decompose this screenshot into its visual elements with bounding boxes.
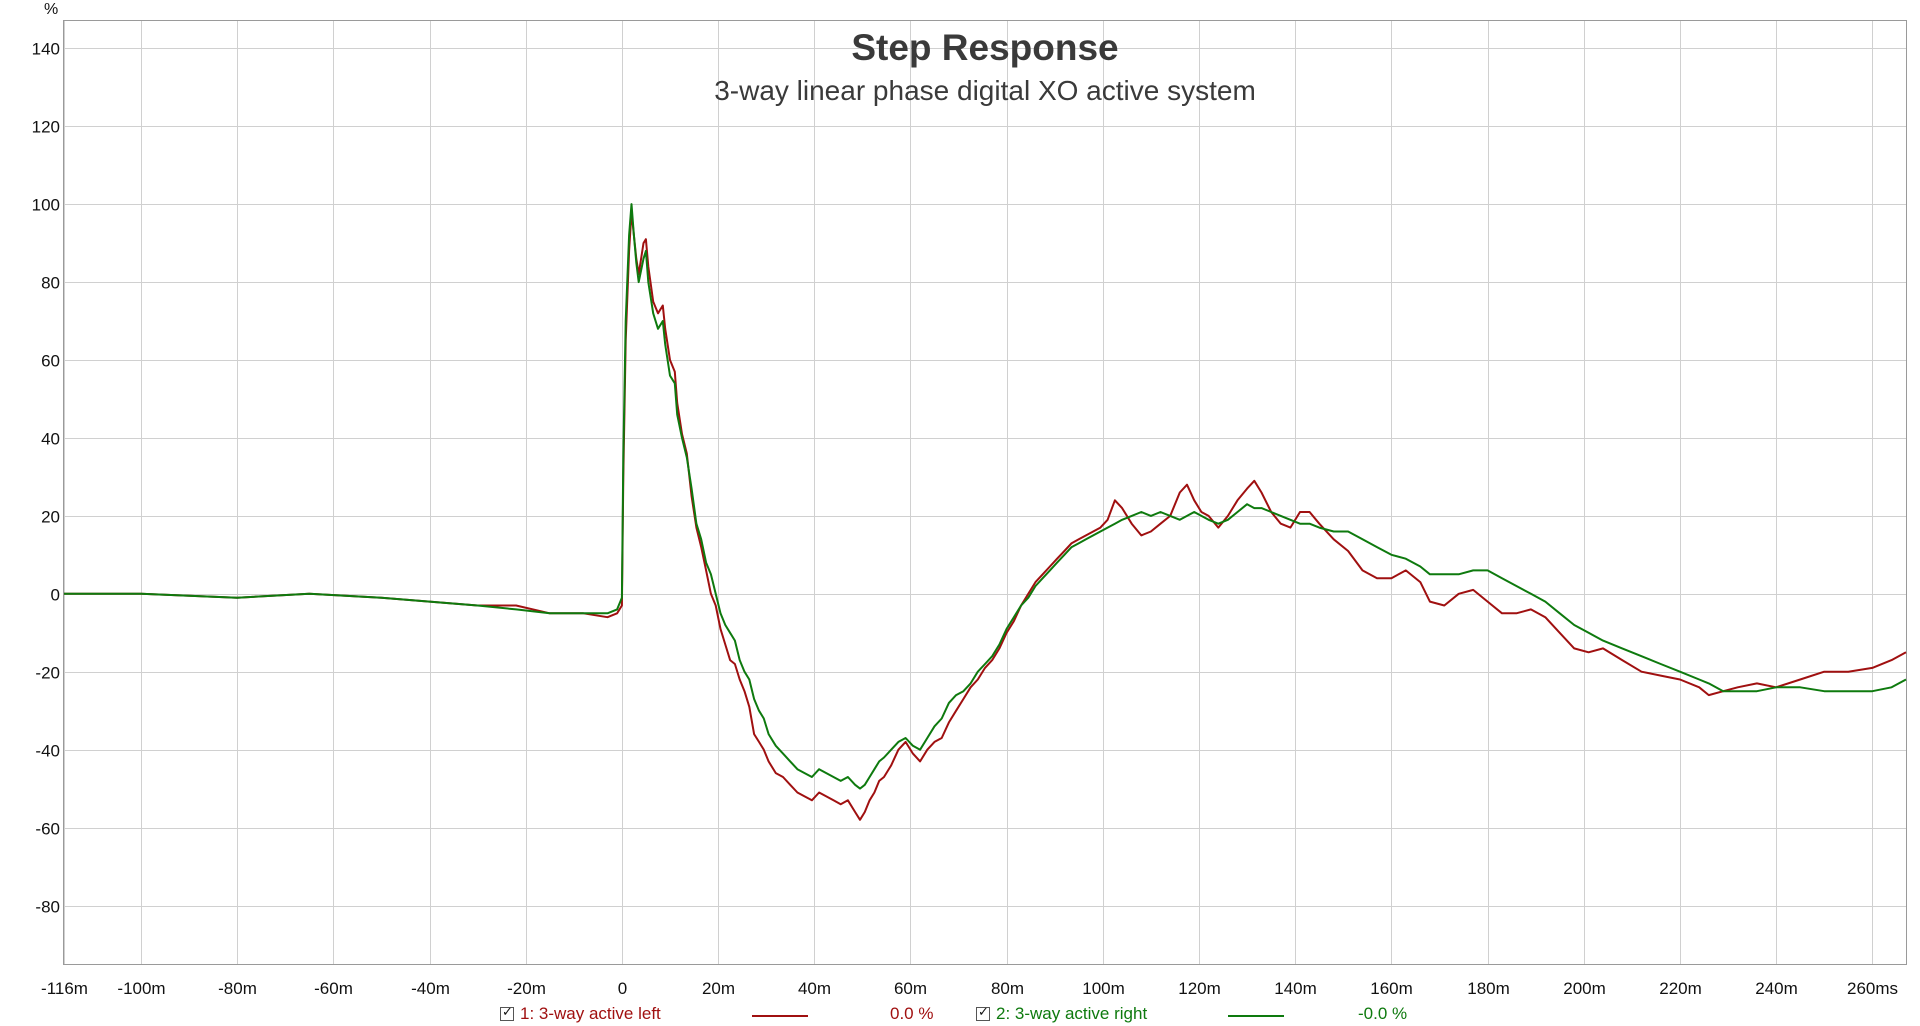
x-tick-label: -100m	[117, 979, 165, 998]
legend-value-left: 0.0 %	[890, 1004, 934, 1023]
y-axis-unit: %	[44, 1, 58, 18]
x-tick-label: 240m	[1755, 979, 1798, 998]
legend: 1: 3-way active left 0.0 % 2: 3-way acti…	[0, 1000, 1920, 1026]
y-tick-label: -80	[35, 898, 60, 917]
x-tick-label: 100m	[1082, 979, 1125, 998]
y-tick-label: -20	[35, 664, 60, 683]
legend-swatch-right	[1228, 1015, 1284, 1017]
checkbox-icon[interactable]	[976, 1004, 990, 1021]
y-tick-label: -40	[35, 742, 60, 761]
x-tick-label: 180m	[1467, 979, 1510, 998]
legend-item-right[interactable]: 2: 3-way active right	[976, 1004, 1147, 1024]
y-tick-label: 120	[32, 118, 60, 137]
x-tick-label: 20m	[702, 979, 735, 998]
y-tick-label: 80	[41, 274, 60, 293]
x-tick-label: 220m	[1659, 979, 1702, 998]
x-tick-label: 260ms	[1847, 979, 1898, 998]
x-tick-label: 200m	[1563, 979, 1606, 998]
chart-title: Step Response	[851, 27, 1118, 68]
x-tick-label: -20m	[507, 979, 546, 998]
x-tick-label: -60m	[314, 979, 353, 998]
x-tick-label: 160m	[1370, 979, 1413, 998]
x-tick-label: 120m	[1178, 979, 1221, 998]
plot-frame	[63, 20, 1907, 965]
legend-item-left[interactable]: 1: 3-way active left	[500, 1004, 661, 1024]
y-tick-label: 140	[32, 40, 60, 59]
y-tick-label: -60	[35, 820, 60, 839]
x-tick-label: -116m	[41, 979, 88, 998]
x-tick-label: 80m	[991, 979, 1024, 998]
x-axis-ticks: -116m -100m -80m -60m -40m -20m 0 20m 40m 60m 80m 1…	[41, 979, 1898, 998]
y-tick-label: 100	[32, 196, 60, 215]
y-tick-label: 20	[41, 508, 60, 527]
legend-value-right: -0.0 %	[1358, 1004, 1408, 1023]
legend-swatch-left	[752, 1015, 808, 1017]
y-axis-ticks: 140 120 100 80 60 40 20 0 -20 -40 -60 -80	[32, 40, 60, 917]
legend-label: 2: 3-way active right	[996, 1004, 1148, 1023]
y-tick-label: 0	[51, 586, 60, 605]
grid-lines	[64, 21, 1906, 964]
x-tick-label: -80m	[218, 979, 257, 998]
x-tick-label: 0	[618, 979, 627, 998]
series-group	[64, 203, 1907, 821]
series-line-2	[64, 203, 1907, 790]
x-tick-label: 60m	[894, 979, 927, 998]
checkbox-icon[interactable]	[500, 1004, 514, 1021]
y-tick-label: 60	[41, 352, 60, 371]
x-tick-label: -40m	[411, 979, 450, 998]
series-line-1	[64, 210, 1907, 821]
legend-label: 1: 3-way active left	[520, 1004, 661, 1023]
x-tick-label: 140m	[1274, 979, 1317, 998]
x-tick-label: 40m	[798, 979, 831, 998]
y-tick-label: 40	[41, 430, 60, 449]
chart-subtitle: 3-way linear phase digital XO active sys…	[714, 75, 1256, 106]
